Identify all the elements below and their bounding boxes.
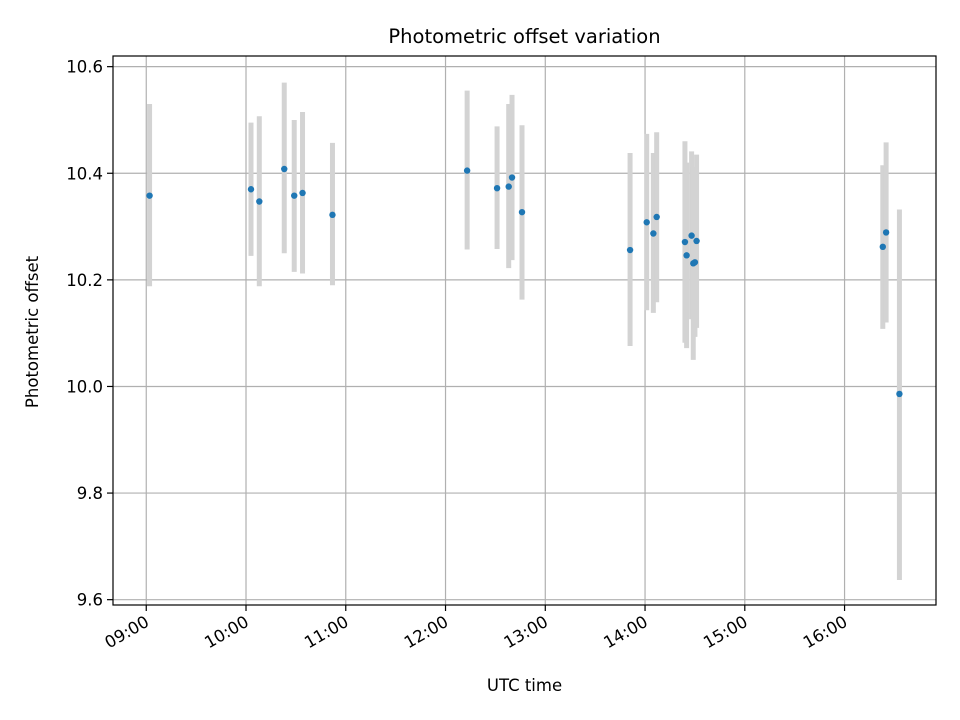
y-tick-label: 9.8 bbox=[77, 484, 103, 503]
data-point bbox=[281, 165, 288, 173]
data-point bbox=[518, 208, 526, 216]
y-tick-label: 10.4 bbox=[66, 164, 103, 183]
data-point bbox=[693, 237, 700, 245]
data-point bbox=[879, 243, 886, 251]
data-point bbox=[291, 192, 298, 199]
data-point bbox=[626, 246, 634, 254]
data-point bbox=[896, 390, 903, 398]
x-axis-title: UTC time bbox=[487, 676, 562, 695]
y-tick-label: 10.0 bbox=[66, 377, 103, 396]
data-point bbox=[256, 198, 263, 205]
data-point bbox=[505, 183, 512, 190]
data-point bbox=[643, 219, 650, 226]
data-point bbox=[463, 167, 471, 174]
data-point bbox=[691, 259, 699, 266]
data-point bbox=[299, 189, 306, 197]
y-tick-label: 9.6 bbox=[77, 591, 103, 610]
data-point bbox=[329, 211, 336, 219]
data-point bbox=[650, 230, 657, 237]
data-point bbox=[882, 229, 890, 236]
data-point bbox=[146, 192, 153, 199]
chart-title: Photometric offset variation bbox=[388, 25, 660, 48]
y-axis-title: Photometric offset bbox=[23, 255, 42, 408]
data-points bbox=[146, 165, 903, 398]
data-point bbox=[681, 238, 689, 246]
data-point bbox=[508, 174, 516, 181]
data-point bbox=[247, 186, 255, 193]
y-tick-label: 10.2 bbox=[66, 271, 103, 290]
data-point bbox=[653, 213, 660, 221]
y-tick-label: 10.6 bbox=[66, 58, 103, 77]
data-point bbox=[493, 184, 501, 192]
data-point bbox=[683, 252, 690, 259]
plot-frame bbox=[112, 55, 937, 606]
data-point bbox=[688, 232, 695, 239]
